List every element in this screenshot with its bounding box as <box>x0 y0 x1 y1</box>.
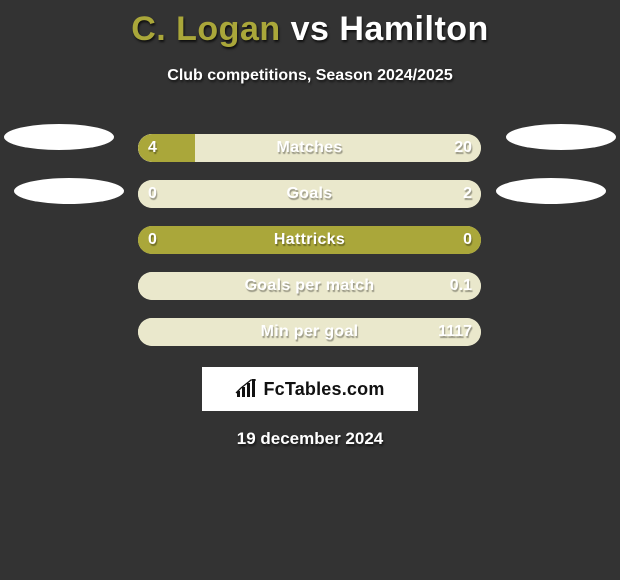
stat-label: Min per goal <box>138 318 481 346</box>
stat-row: Matches4 20 <box>0 125 620 171</box>
stat-value-left: 4 <box>148 134 157 162</box>
stat-label: Matches <box>138 134 481 162</box>
stat-label: Goals per match <box>138 272 481 300</box>
branding-text: FcTables.com <box>263 379 384 400</box>
stat-bar: Goals per match <box>138 272 481 300</box>
stat-label: Hattricks <box>138 226 481 254</box>
stat-label: Goals <box>138 180 481 208</box>
stat-row: Hattricks0 0 <box>0 217 620 263</box>
snapshot-date: 19 december 2024 <box>0 429 620 449</box>
stat-row: Goals0 2 <box>0 171 620 217</box>
stat-row: Goals per match0.1 <box>0 263 620 309</box>
bar-chart-icon <box>235 379 257 399</box>
title-vs: vs <box>291 10 330 48</box>
stat-value-right: 1117 <box>438 318 472 346</box>
stat-bar: Goals <box>138 180 481 208</box>
comparison-title: C. Logan vs Hamilton <box>0 0 620 49</box>
stat-value-right: 2 <box>463 180 472 208</box>
stat-rows: Matches420Goals02Hattricks00Goals per ma… <box>0 125 620 355</box>
stat-value-right: 20 <box>454 134 472 162</box>
stat-row: Min per goal1117 <box>0 309 620 355</box>
stat-value-right: 0 <box>463 226 472 254</box>
stat-value-right: 0.1 <box>450 272 472 300</box>
subtitle: Club competitions, Season 2024/2025 <box>0 67 620 85</box>
stat-value-left: 0 <box>148 180 157 208</box>
title-player1: C. Logan <box>131 10 280 48</box>
branding-box: FcTables.com <box>202 367 418 411</box>
stat-bar: Hattricks <box>138 226 481 254</box>
stat-bar: Min per goal <box>138 318 481 346</box>
title-player2: Hamilton <box>339 10 488 48</box>
stat-value-left: 0 <box>148 226 157 254</box>
stat-bar: Matches <box>138 134 481 162</box>
